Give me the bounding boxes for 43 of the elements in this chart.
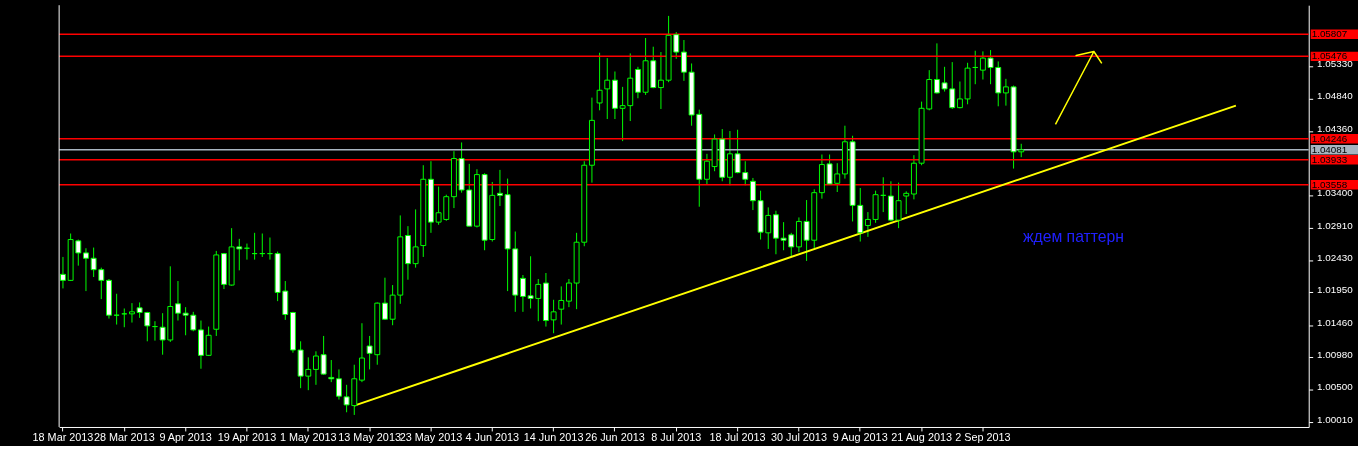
y-tick-label: 1.01460 (1317, 316, 1354, 328)
x-tick-label: 9 Apr 2013 (159, 431, 212, 444)
x-tick-label: 4 Jun 2013 (465, 431, 520, 444)
candlestick (205, 326, 212, 357)
y-tick-label: 1.00980 (1317, 348, 1354, 360)
y-tick-label: 1.00500 (1317, 381, 1354, 392)
x-tick-label: 23 May 2013 (399, 431, 463, 444)
x-tick-label: 21 Aug 2013 (891, 431, 952, 444)
candlestick (558, 285, 565, 326)
ref-line-label: 1.05807 (1311, 28, 1348, 40)
y-tick-label: 1.04360 (1317, 122, 1354, 134)
x-tick-label: 18 Mar 2013 (32, 431, 94, 444)
candlestick (174, 280, 181, 322)
x-tick-label: 30 Jul 2013 (770, 431, 827, 444)
y-tick-label: 1.02430 (1317, 251, 1354, 263)
candlestick (903, 190, 910, 215)
x-tick-label: 19 Apr 2013 (217, 431, 277, 444)
x-tick-label: 2 Sep 2013 (955, 431, 1011, 444)
candlestick (604, 57, 611, 120)
candlestick (128, 302, 135, 324)
y-tick-label: 1.00010 (1317, 413, 1354, 425)
x-tick-label: 13 May 2013 (338, 431, 401, 444)
y-tick-label: 1.02910 (1317, 219, 1354, 231)
candlestick (596, 52, 603, 111)
candlestick (312, 350, 319, 386)
candlestick (328, 359, 335, 383)
candlestick (358, 322, 365, 383)
ref-line-label: 1.04081 (1311, 143, 1348, 155)
x-tick-label: 18 Jul 2013 (709, 431, 766, 444)
annotation: ждем паттерн (1022, 227, 1125, 245)
ref-line-label: 1.04246 (1311, 132, 1348, 144)
x-tick-label: 9 Aug 2013 (832, 431, 888, 444)
candlestick (83, 247, 89, 292)
x-tick-label: 26 Jun 2013 (585, 431, 645, 444)
candlestick (320, 335, 327, 376)
x-tick-label: 28 Mar 2013 (93, 431, 155, 444)
x-tick-label: 8 Jul 2013 (651, 431, 702, 444)
x-tick-label: 14 Jun 2013 (523, 431, 584, 444)
x-tick-label: 1 May 2013 (279, 431, 337, 444)
y-tick-label: 1.01950 (1317, 283, 1354, 295)
ref-line-label: 1.03933 (1311, 153, 1348, 165)
y-tick-label: 1.04840 (1317, 90, 1354, 102)
ref-line-label: 1.05476 (1311, 50, 1348, 62)
